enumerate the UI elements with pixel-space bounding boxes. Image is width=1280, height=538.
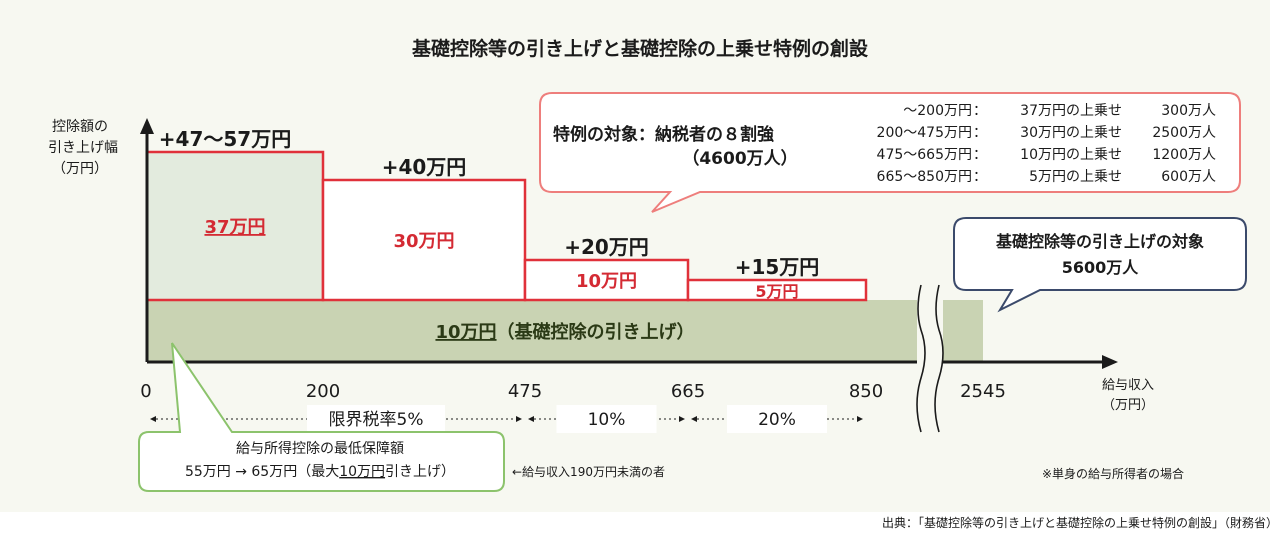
x-axis-label-line-1: 給与収入 — [1102, 378, 1154, 393]
base-band-suffix: （基礎控除の引き上げ） — [497, 321, 695, 343]
base-band-value: 10万円 — [435, 322, 496, 343]
y-axis-arrow — [140, 118, 154, 134]
plot-area: 10万円（基礎控除の引き上げ）37万円+47〜57万円30万円+40万円10万円… — [140, 118, 1154, 435]
special-row-1-desc: 37万円の上乗せ — [1020, 103, 1122, 119]
special-row-2-desc: 30万円の上乗せ — [1020, 125, 1122, 141]
salary-callout-line-2c: 引き上げ） — [385, 464, 455, 480]
tax-rate-band-2 — [556, 405, 657, 433]
y-axis-label-line-1: 控除額の — [52, 119, 108, 135]
source-note: 出典：「基礎控除等の引き上げと基礎控除の上乗せ特例の創設」（財務省） — [882, 515, 1278, 530]
special-row-1-count: 300万人 — [1161, 103, 1216, 119]
basic-callout-bubble — [953, 217, 1247, 313]
bar-segment-1-label: 37万円 — [204, 217, 265, 238]
bar-segment-2-total: +40万円 — [382, 155, 467, 179]
x-tick-label-0: 0 — [140, 381, 151, 402]
x-axis-label-line-2: （万円） — [1102, 398, 1154, 413]
bar-segment-4-total: +15万円 — [735, 255, 820, 279]
axis-break-line-2 — [934, 284, 944, 433]
y-axis-label-line-2: 引き上げ幅 — [48, 140, 118, 156]
tax-rate-arrow-right-2 — [679, 416, 685, 422]
special-row-2-range: 200〜475万円 — [877, 125, 972, 141]
special-row-4-count: 600万人 — [1161, 169, 1216, 185]
tax-rate-arrow-left-1 — [150, 416, 156, 422]
tax-rate-label-1: 限界税率5% — [329, 410, 424, 430]
salary-callout-line-2a: 55万円 → 65万円（最大 — [185, 464, 339, 480]
axis-break-line-1 — [916, 284, 926, 433]
x-tick-label-475: 475 — [508, 381, 542, 402]
y-axis-label-line-3: （万円） — [52, 161, 108, 177]
x-tick-label-850: 850 — [849, 381, 883, 402]
tax-rate-band-3 — [727, 405, 827, 433]
x-tick-label-665: 665 — [671, 381, 705, 402]
special-row-4-separator: ： — [973, 169, 987, 185]
tax-rate-label-2: 10% — [588, 410, 626, 430]
special-row-3-count: 1200万人 — [1152, 147, 1216, 163]
bar-segment-1-total: +47〜57万円 — [159, 127, 291, 151]
special-row-1-range: 〜200万円 — [903, 103, 972, 119]
special-row-3-separator: ： — [973, 147, 987, 163]
salary-callout-line-2b: 10万円 — [339, 464, 385, 480]
special-row-1-separator: ： — [973, 103, 987, 119]
special-row-2-separator: ： — [973, 125, 987, 141]
tax-rate-arrow-right-3 — [857, 416, 863, 422]
chart-title: 基礎控除等の引き上げと基礎控除の上乗せ特例の創設 — [411, 37, 869, 60]
base-band — [147, 300, 983, 362]
bar-segment-3-total: +20万円 — [564, 235, 649, 259]
x-tick-label-2545: 2545 — [960, 381, 1006, 402]
special-callout-title: 特例の対象：納税者の８割強 — [553, 124, 774, 145]
special-row-4-range: 665〜850万円 — [877, 169, 972, 185]
base-band-label: 10万円（基礎控除の引き上げ） — [435, 321, 694, 343]
special-callout-subtitle: （4600万人） — [682, 148, 797, 169]
footnote: ※単身の給与所得者の場合 — [1042, 466, 1184, 481]
salary-callout-note: ←給与収入190万円未満の者 — [512, 465, 665, 479]
special-row-4-desc: 5万円の上乗せ — [1029, 169, 1122, 185]
bar-segment-4 — [686, 278, 868, 302]
basic-callout-line-1: 基礎控除等の引き上げの対象 — [995, 232, 1204, 251]
bar-segment-2-label: 30万円 — [393, 231, 454, 252]
x-axis-arrow — [1102, 355, 1118, 369]
tax-rate-arrow-left-2 — [528, 416, 534, 422]
special-callout-bubble — [539, 92, 1241, 213]
x-tick-label-200: 200 — [306, 381, 340, 402]
axis-break-gap — [917, 285, 943, 435]
salary-callout-bubble — [138, 342, 505, 492]
special-row-2-count: 2500万人 — [1152, 125, 1216, 141]
tax-rate-label-3: 20% — [758, 410, 796, 430]
salary-callout-line-2: 55万円 → 65万円（最大10万円引き上げ） — [185, 464, 455, 480]
bar-segment-2 — [321, 178, 527, 302]
salary-callout-line-1: 給与所得控除の最低保障額 — [236, 440, 404, 457]
special-row-3-range: 475〜665万円 — [877, 147, 972, 163]
tax-rate-band-1 — [307, 405, 445, 433]
bar-segment-3-label: 10万円 — [576, 271, 637, 292]
tax-rate-arrow-left-3 — [691, 416, 697, 422]
tax-rate-arrow-right-1 — [516, 416, 522, 422]
special-row-3-desc: 10万円の上乗せ — [1020, 147, 1122, 163]
basic-callout-line-2: 5600万人 — [1062, 258, 1140, 277]
bar-segment-3 — [523, 258, 690, 302]
bar-segment-4-label: 5万円 — [755, 282, 798, 301]
